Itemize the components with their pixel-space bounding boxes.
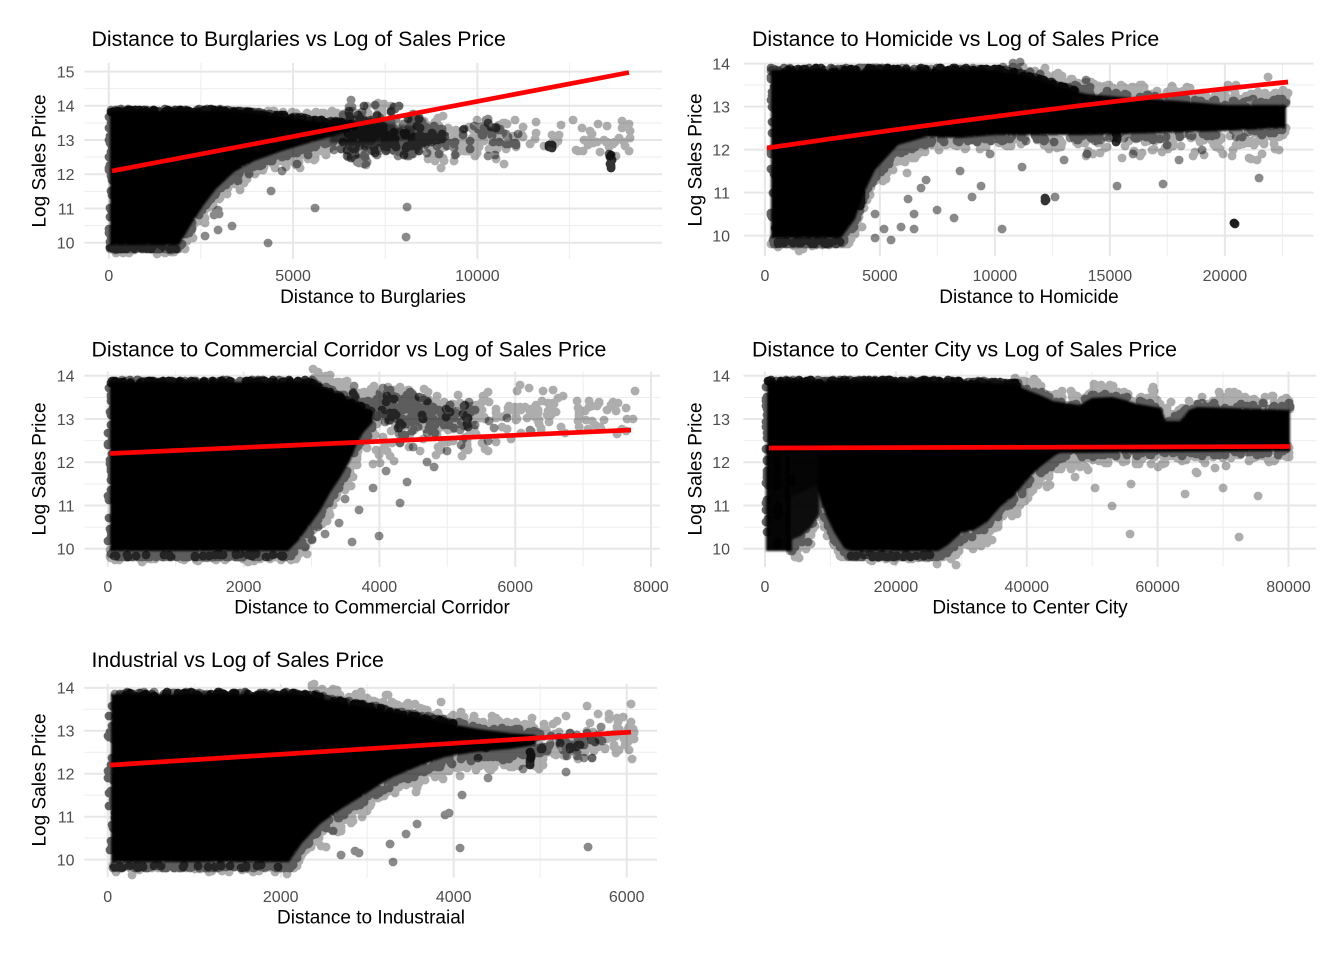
svg-text:2000: 2000: [263, 889, 299, 906]
svg-text:0: 0: [761, 579, 770, 596]
svg-text:0: 0: [760, 268, 769, 285]
svg-text:13: 13: [57, 412, 75, 429]
svg-text:12: 12: [712, 455, 730, 472]
svg-text:12: 12: [57, 167, 75, 184]
svg-text:2000: 2000: [226, 579, 262, 596]
svg-text:Distance to Industraial: Distance to Industraial: [277, 908, 465, 929]
svg-text:14: 14: [57, 99, 75, 116]
svg-text:10000: 10000: [973, 268, 1018, 285]
svg-text:5000: 5000: [275, 268, 311, 285]
svg-text:4000: 4000: [436, 889, 472, 906]
svg-text:12: 12: [712, 142, 730, 159]
svg-text:Distance to Commercial Corrido: Distance to Commercial Corridor: [234, 598, 510, 619]
svg-text:Industrial vs Log of Sales Pri: Industrial vs Log of Sales Price: [92, 648, 384, 672]
svg-text:0: 0: [103, 579, 112, 596]
svg-text:Distance to Center City: Distance to Center City: [932, 598, 1128, 619]
svg-text:Log Sales Price: Log Sales Price: [686, 402, 707, 535]
svg-text:Distance to Homicide vs Log of: Distance to Homicide vs Log of Sales Pri…: [752, 27, 1159, 51]
svg-text:Log Sales Price: Log Sales Price: [686, 93, 707, 226]
svg-text:10: 10: [57, 236, 75, 253]
svg-text:15: 15: [57, 64, 75, 81]
svg-text:11: 11: [58, 498, 75, 515]
svg-text:11: 11: [58, 810, 75, 827]
svg-text:12: 12: [57, 767, 75, 784]
svg-text:Distance to Burglaries: Distance to Burglaries: [280, 287, 466, 308]
svg-text:10: 10: [712, 542, 730, 559]
svg-text:14: 14: [57, 681, 75, 698]
svg-text:11: 11: [58, 201, 75, 218]
svg-text:12: 12: [57, 455, 75, 472]
svg-text:10000: 10000: [455, 268, 500, 285]
svg-text:14: 14: [712, 56, 730, 73]
svg-text:13: 13: [712, 99, 730, 116]
svg-text:Distance to Burglaries vs Log: Distance to Burglaries vs Log of Sales P…: [92, 27, 506, 51]
svg-text:11: 11: [713, 185, 730, 202]
svg-text:4000: 4000: [362, 579, 398, 596]
svg-text:8000: 8000: [633, 579, 669, 596]
svg-text:80000: 80000: [1266, 579, 1311, 596]
svg-text:10: 10: [712, 228, 730, 245]
svg-text:60000: 60000: [1135, 579, 1180, 596]
svg-text:13: 13: [712, 412, 730, 429]
svg-text:20000: 20000: [874, 579, 919, 596]
svg-text:14: 14: [57, 369, 75, 386]
svg-text:0: 0: [104, 268, 113, 285]
svg-text:40000: 40000: [1005, 579, 1050, 596]
svg-text:6000: 6000: [609, 889, 645, 906]
svg-text:14: 14: [712, 369, 730, 386]
svg-text:13: 13: [57, 724, 75, 741]
svg-text:Distance to Center City vs Log: Distance to Center City vs Log of Sales …: [752, 338, 1177, 362]
svg-text:Log Sales Price: Log Sales Price: [30, 94, 51, 227]
svg-text:Distance to Commercial Corrido: Distance to Commercial Corridor vs Log o…: [92, 338, 607, 362]
svg-text:5000: 5000: [862, 268, 898, 285]
svg-text:Log Sales Price: Log Sales Price: [30, 713, 51, 846]
svg-text:Distance to Homicide: Distance to Homicide: [939, 287, 1119, 308]
svg-text:13: 13: [57, 133, 75, 150]
svg-text:10: 10: [57, 852, 75, 869]
svg-text:20000: 20000: [1203, 268, 1248, 285]
svg-text:10: 10: [57, 542, 75, 559]
svg-text:Log Sales Price: Log Sales Price: [30, 402, 51, 535]
svg-text:11: 11: [713, 498, 730, 515]
svg-text:0: 0: [103, 889, 112, 906]
svg-text:15000: 15000: [1088, 268, 1133, 285]
svg-text:6000: 6000: [497, 579, 533, 596]
